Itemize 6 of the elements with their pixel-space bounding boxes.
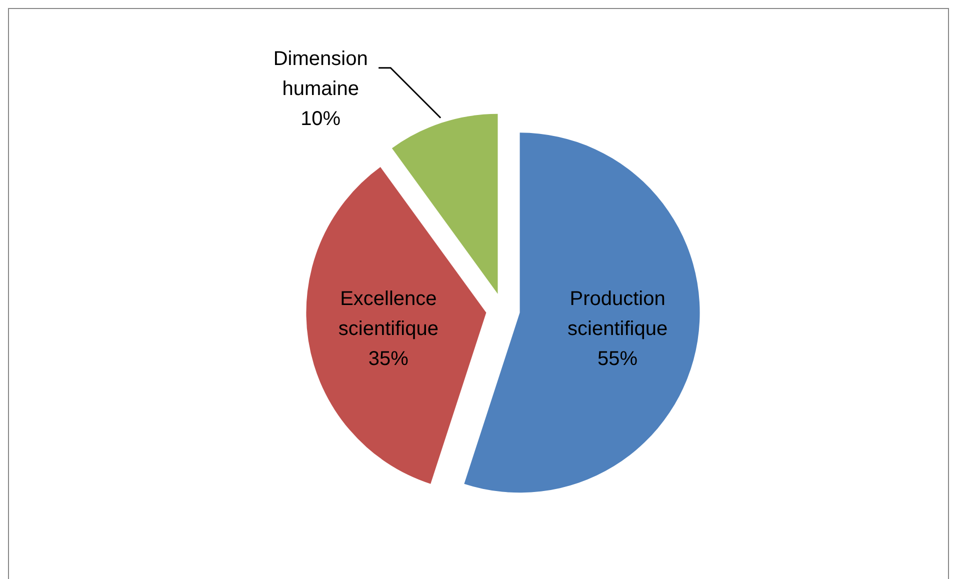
slice-label: Production scientifique — [568, 288, 668, 340]
data-label: 35% — [368, 348, 409, 370]
data-label: 10% — [300, 108, 341, 130]
data-label: 55% — [598, 348, 638, 370]
slice-label: Dimension humaine — [273, 48, 368, 100]
slice-label: Excellence scientifique — [338, 288, 438, 340]
